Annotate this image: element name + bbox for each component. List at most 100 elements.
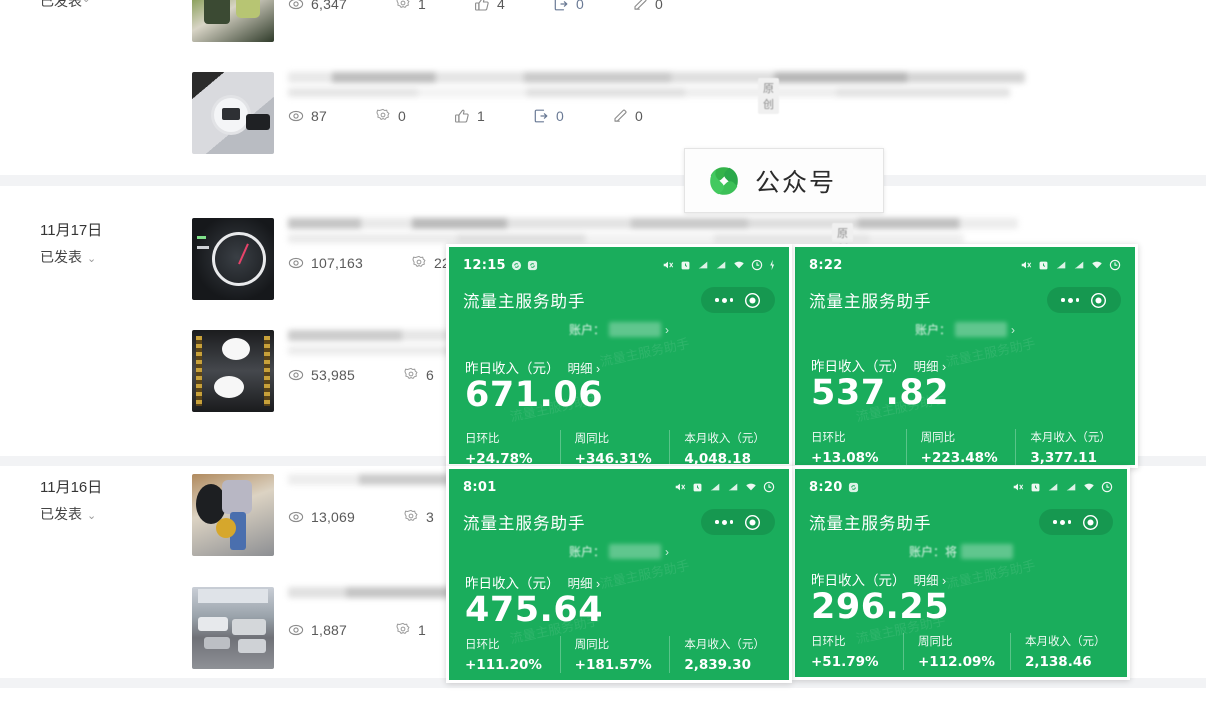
thumbs-up-icon (455, 109, 469, 123)
metrics-row: 日环比 +24.78% 周同比 +346.31% 本月收入（元） 4,048.1… (463, 430, 779, 467)
metric-item: 本月收入（元） 4,048.18 (669, 430, 779, 467)
target-icon[interactable] (744, 514, 761, 531)
miniprogram-capsule[interactable] (1039, 509, 1113, 535)
chevron-right-icon[interactable]: › (665, 322, 669, 337)
account-row[interactable]: 账户： › (449, 321, 789, 338)
signal-1-icon (698, 261, 708, 269)
date-group-header: 11月16日 已发表 ⌄ (40, 475, 170, 529)
group-status[interactable]: 已发表 ⌄ (40, 501, 170, 529)
phone-status-bar: 8:01 (449, 479, 789, 495)
mute-icon (1013, 483, 1024, 491)
mute-icon (675, 483, 686, 491)
metric-item: 周同比 +112.09% (903, 633, 1010, 670)
battery-icon (1101, 481, 1113, 493)
metric-item: 周同比 +223.48% (905, 429, 1016, 465)
metric-value: 4,048.18 (684, 451, 751, 467)
article-thumbnail[interactable] (192, 587, 274, 669)
alarm-icon (693, 483, 702, 491)
target-icon[interactable] (744, 292, 761, 309)
more-dots-icon[interactable] (715, 519, 734, 525)
stat-value: 6,347 (311, 0, 348, 12)
metric-value: +111.20% (465, 657, 542, 673)
chevron-right-icon[interactable]: › (1011, 322, 1015, 337)
account-label: 账户：将 (908, 545, 957, 559)
detail-link[interactable]: 明细 › (567, 577, 601, 591)
income-label-row: 昨日收入（元） 明细 › (811, 569, 946, 589)
stat-value: 0 (555, 108, 564, 124)
star-badge-icon (404, 509, 418, 522)
stat-value: 4 (497, 0, 506, 12)
more-dots-icon[interactable] (1053, 519, 1072, 525)
stat-shares: 6 (403, 367, 434, 383)
metric-key: 周同比 (574, 639, 610, 651)
article-thumbnail[interactable] (192, 330, 274, 412)
stat-shares: 1 (395, 622, 426, 638)
charging-icon (770, 259, 775, 271)
article-thumbnail[interactable] (192, 474, 274, 556)
phone-status-bar: 8:20 (795, 479, 1127, 495)
more-dots-icon[interactable] (1061, 297, 1080, 303)
alarm-icon (1031, 483, 1040, 491)
more-dots-icon[interactable] (715, 297, 734, 303)
article-thumbnail[interactable] (192, 218, 274, 300)
miniprogram-capsule[interactable] (701, 509, 775, 535)
target-icon[interactable] (1082, 514, 1099, 531)
detail-link[interactable]: 明细 › (913, 574, 947, 588)
stat-forwards: 0 (553, 0, 584, 12)
metric-item: 日环比 +51.79% (809, 633, 903, 670)
miniprogram-appbar: 流量主服务助手 (795, 285, 1135, 315)
account-row[interactable]: 账户： › (795, 321, 1135, 338)
account-row[interactable]: 账户： › (449, 543, 789, 560)
wifi-icon (1092, 261, 1102, 269)
mute-icon (1021, 261, 1032, 269)
account-value-redacted (609, 322, 661, 337)
battery-icon (1109, 259, 1121, 271)
income-label: 昨日收入（元） (465, 576, 560, 591)
account-row[interactable]: 账户：将 (795, 543, 1127, 560)
stat-value: 22 (434, 255, 450, 271)
stat-value: 87 (311, 108, 327, 124)
metric-value: +51.79% (811, 654, 879, 670)
article-thumbnail[interactable] (192, 72, 274, 154)
account-value-redacted (955, 322, 1007, 337)
signal-1-icon (710, 483, 720, 491)
group-date: 11月16日 (40, 479, 103, 496)
app-title: 流量主服务助手 (463, 293, 586, 311)
battery-icon (763, 481, 775, 493)
status-clock: 8:20 (809, 480, 859, 495)
income-label: 昨日收入（元） (811, 573, 906, 588)
metric-value: 3,377.11 (1030, 450, 1097, 466)
wifi-icon (1084, 483, 1094, 491)
article-stats: 1,887 1 (288, 622, 426, 638)
group-status[interactable]: 已发表 ⌄ (40, 244, 170, 272)
sync-icon (527, 260, 537, 270)
metric-item: 周同比 +181.57% (559, 636, 670, 673)
income-label-row: 昨日收入（元） 明细 › (465, 572, 600, 592)
miniprogram-capsule[interactable] (701, 287, 775, 313)
stat-value: 1 (476, 108, 485, 124)
income-label-row: 昨日收入（元） 明细 › (811, 355, 946, 375)
target-icon[interactable] (1090, 292, 1107, 309)
detail-link[interactable]: 明细 › (913, 360, 947, 374)
chevron-down-icon[interactable]: ⌄ (87, 510, 97, 522)
account-value-redacted (609, 544, 661, 559)
stat-value: 0 (634, 108, 643, 124)
metric-value: 2,138.46 (1025, 654, 1092, 670)
metric-item: 本月收入（元） 2,839.30 (669, 636, 779, 673)
metrics-row: 日环比 +51.79% 周同比 +112.09% 本月收入（元） 2,138.4… (809, 633, 1117, 670)
metric-value: +24.78% (465, 451, 533, 467)
article-thumbnail[interactable] (192, 0, 274, 42)
income-label: 昨日收入（元） (465, 361, 560, 376)
chevron-down-icon[interactable]: ⌄ (82, 0, 90, 5)
miniprogram-screenshot-card: 流量主服务助手 流量主服务助手 8:22 流量主服务助手 账户 (792, 244, 1138, 468)
account-label: 账户： (568, 323, 605, 337)
miniprogram-capsule[interactable] (1047, 287, 1121, 313)
chevron-right-icon[interactable]: › (665, 544, 669, 559)
chevron-down-icon[interactable]: ⌄ (87, 253, 97, 265)
stat-value: 1 (418, 0, 427, 12)
metric-value: +181.57% (574, 657, 652, 673)
metric-key: 周同比 (920, 432, 956, 444)
metric-item: 日环比 +111.20% (463, 636, 560, 673)
article-stats: 53,985 6 (288, 367, 434, 383)
detail-link[interactable]: 明细 › (567, 362, 601, 376)
